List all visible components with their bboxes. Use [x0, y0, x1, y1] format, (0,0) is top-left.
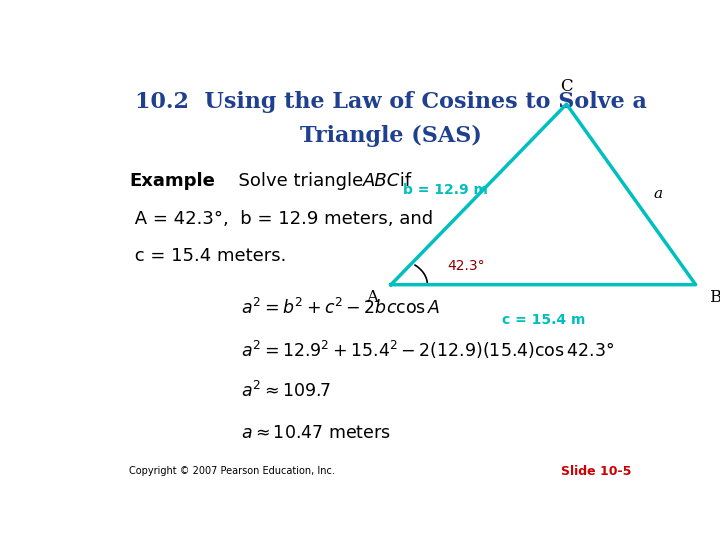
Text: C: C [560, 78, 573, 94]
Text: Copyright © 2007 Pearson Education, Inc.: Copyright © 2007 Pearson Education, Inc. [129, 467, 335, 476]
Text: c = 15.4 meters.: c = 15.4 meters. [129, 247, 287, 265]
Text: Solve triangle: Solve triangle [227, 172, 369, 190]
Text: Example: Example [129, 172, 215, 190]
Text: A: A [366, 289, 378, 306]
Text: Slide 10-5: Slide 10-5 [561, 465, 631, 478]
Text: Triangle (SAS): Triangle (SAS) [300, 124, 482, 146]
Text: if: if [394, 172, 411, 190]
Text: b = 12.9 m: b = 12.9 m [403, 183, 488, 197]
Text: ABC: ABC [364, 172, 401, 190]
Text: B: B [709, 289, 720, 306]
Text: c = 15.4 m: c = 15.4 m [502, 313, 585, 327]
Text: A = 42.3°,  b = 12.9 meters, and: A = 42.3°, b = 12.9 meters, and [129, 210, 433, 228]
Text: $a^2 = b^2 + c^2 - 2bc\cos A$: $a^2 = b^2 + c^2 - 2bc\cos A$ [240, 298, 440, 318]
Text: a: a [653, 187, 662, 201]
Text: 42.3°: 42.3° [447, 259, 485, 273]
Text: 10.2  Using the Law of Cosines to Solve a: 10.2 Using the Law of Cosines to Solve a [135, 91, 647, 113]
Text: $a^2 = 12.9^2 + 15.4^2 - 2(12.9)(15.4)\cos 42.3°$: $a^2 = 12.9^2 + 15.4^2 - 2(12.9)(15.4)\c… [240, 339, 614, 361]
Text: $a \approx 10.47\ \mathrm{meters}$: $a \approx 10.47\ \mathrm{meters}$ [240, 424, 390, 442]
Text: $a^2 \approx 109.7$: $a^2 \approx 109.7$ [240, 381, 330, 401]
